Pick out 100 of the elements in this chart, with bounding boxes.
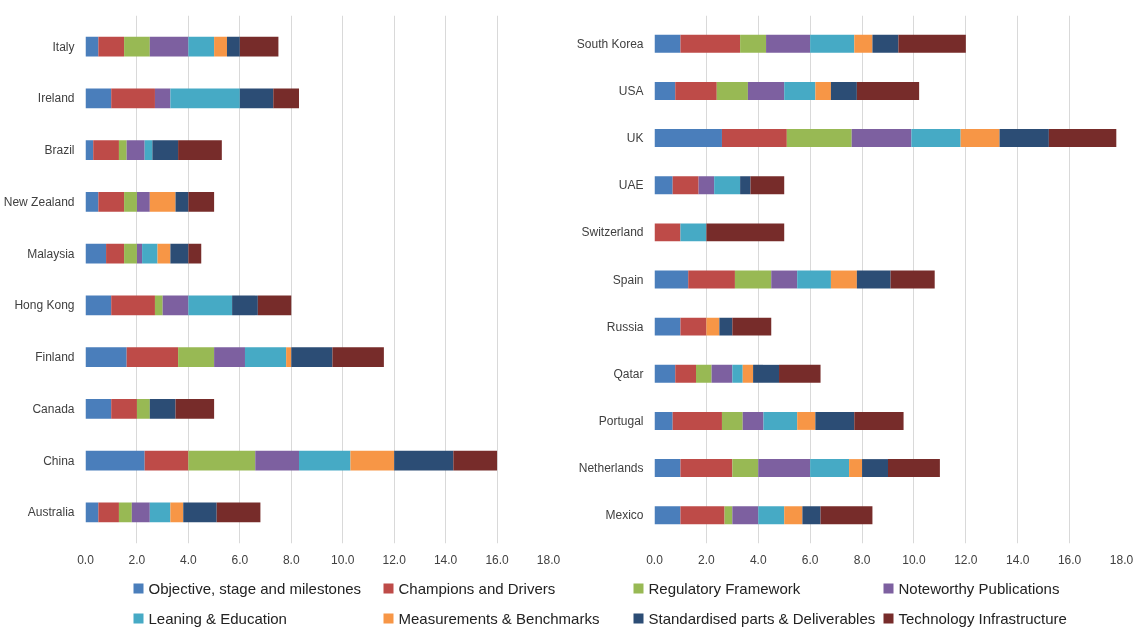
bar bbox=[851, 129, 912, 148]
bar bbox=[698, 176, 715, 195]
bar bbox=[257, 295, 292, 316]
bar bbox=[797, 411, 816, 430]
x-tick-label: 4.0 bbox=[180, 552, 198, 567]
bar bbox=[999, 129, 1049, 148]
bar bbox=[85, 347, 127, 367]
bar bbox=[85, 450, 145, 471]
bar bbox=[740, 176, 751, 195]
bar bbox=[214, 36, 227, 57]
y-tick-label: Australia bbox=[27, 505, 75, 520]
x-tick-label: 2.0 bbox=[698, 552, 716, 567]
bar bbox=[810, 459, 850, 478]
bar bbox=[742, 411, 764, 430]
legend-label: Measurements & Benchmarks bbox=[398, 610, 600, 627]
bar bbox=[106, 243, 125, 264]
x-tick-label: 4.0 bbox=[749, 552, 767, 567]
x-tick-label: 10.0 bbox=[902, 552, 926, 567]
bar bbox=[298, 450, 351, 471]
x-tick-label: 6.0 bbox=[231, 552, 249, 567]
y-tick-label: Brazil bbox=[44, 143, 75, 158]
bar bbox=[688, 270, 735, 289]
bar bbox=[786, 129, 852, 148]
bar bbox=[170, 243, 189, 264]
x-tick-label: 14.0 bbox=[433, 552, 458, 567]
bar bbox=[696, 364, 712, 383]
bar bbox=[85, 399, 112, 419]
y-tick-label: Hong Kong bbox=[14, 298, 75, 313]
y-tick-label: China bbox=[43, 453, 75, 468]
bar bbox=[714, 176, 741, 195]
bar bbox=[732, 317, 772, 336]
bar bbox=[239, 88, 274, 109]
bar bbox=[797, 270, 831, 289]
bar bbox=[784, 506, 803, 525]
bar bbox=[332, 347, 384, 367]
bar bbox=[111, 88, 155, 109]
y-tick-label: USA bbox=[618, 83, 644, 98]
y-tick-label: UK bbox=[626, 131, 644, 146]
bar bbox=[654, 459, 681, 478]
bar bbox=[654, 317, 681, 336]
bar bbox=[453, 450, 498, 471]
bar bbox=[898, 34, 966, 53]
bar bbox=[85, 243, 107, 264]
bar bbox=[144, 140, 153, 160]
y-tick-label: Malaysia bbox=[27, 246, 75, 261]
bar bbox=[724, 506, 733, 525]
bar bbox=[226, 36, 240, 57]
bar bbox=[675, 364, 697, 383]
bar bbox=[131, 502, 150, 523]
bar bbox=[124, 192, 137, 212]
bar bbox=[654, 176, 673, 195]
bar bbox=[742, 364, 754, 383]
y-tick-label: Finland bbox=[35, 350, 75, 365]
bar bbox=[188, 450, 256, 471]
bar bbox=[654, 129, 722, 148]
bar bbox=[136, 243, 143, 264]
bar bbox=[680, 34, 741, 53]
legend-label: Champions and Drivers bbox=[398, 580, 556, 597]
bar bbox=[758, 459, 811, 478]
bar bbox=[178, 347, 215, 367]
bar bbox=[255, 450, 299, 471]
x-tick-label: 6.0 bbox=[801, 552, 819, 567]
bar bbox=[872, 34, 899, 53]
bar bbox=[854, 34, 873, 53]
bar bbox=[98, 502, 119, 523]
bar bbox=[152, 140, 179, 160]
bar bbox=[830, 81, 857, 100]
y-tick-label: Canada bbox=[32, 401, 75, 416]
bar bbox=[118, 502, 132, 523]
bar bbox=[672, 411, 722, 430]
x-tick-label: 0.0 bbox=[77, 552, 95, 567]
x-tick-label: 8.0 bbox=[853, 552, 871, 567]
legend-label: Objective, stage and milestones bbox=[148, 580, 362, 597]
bar bbox=[188, 243, 202, 264]
bar bbox=[763, 411, 798, 430]
bar bbox=[136, 192, 150, 212]
bar bbox=[784, 81, 816, 100]
y-tick-label: Italy bbox=[52, 39, 75, 54]
bar bbox=[142, 243, 158, 264]
bar bbox=[178, 140, 222, 160]
bar bbox=[175, 399, 215, 419]
bar bbox=[98, 192, 125, 212]
bar bbox=[214, 347, 245, 367]
y-tick-label: Spain bbox=[612, 272, 644, 287]
bar bbox=[716, 81, 748, 100]
bar bbox=[856, 81, 920, 100]
bar bbox=[719, 317, 733, 336]
bar bbox=[93, 140, 119, 160]
bar bbox=[654, 81, 676, 100]
bar bbox=[85, 88, 112, 109]
legend-label: Technology Infrastructure bbox=[898, 610, 1067, 627]
bar bbox=[654, 506, 681, 525]
y-tick-label: Switzerland bbox=[581, 225, 644, 240]
bar bbox=[672, 176, 699, 195]
bar bbox=[747, 81, 785, 100]
bar bbox=[856, 270, 891, 289]
bar bbox=[85, 502, 99, 523]
bar bbox=[680, 459, 733, 478]
bar bbox=[721, 411, 743, 430]
bar bbox=[154, 88, 171, 109]
